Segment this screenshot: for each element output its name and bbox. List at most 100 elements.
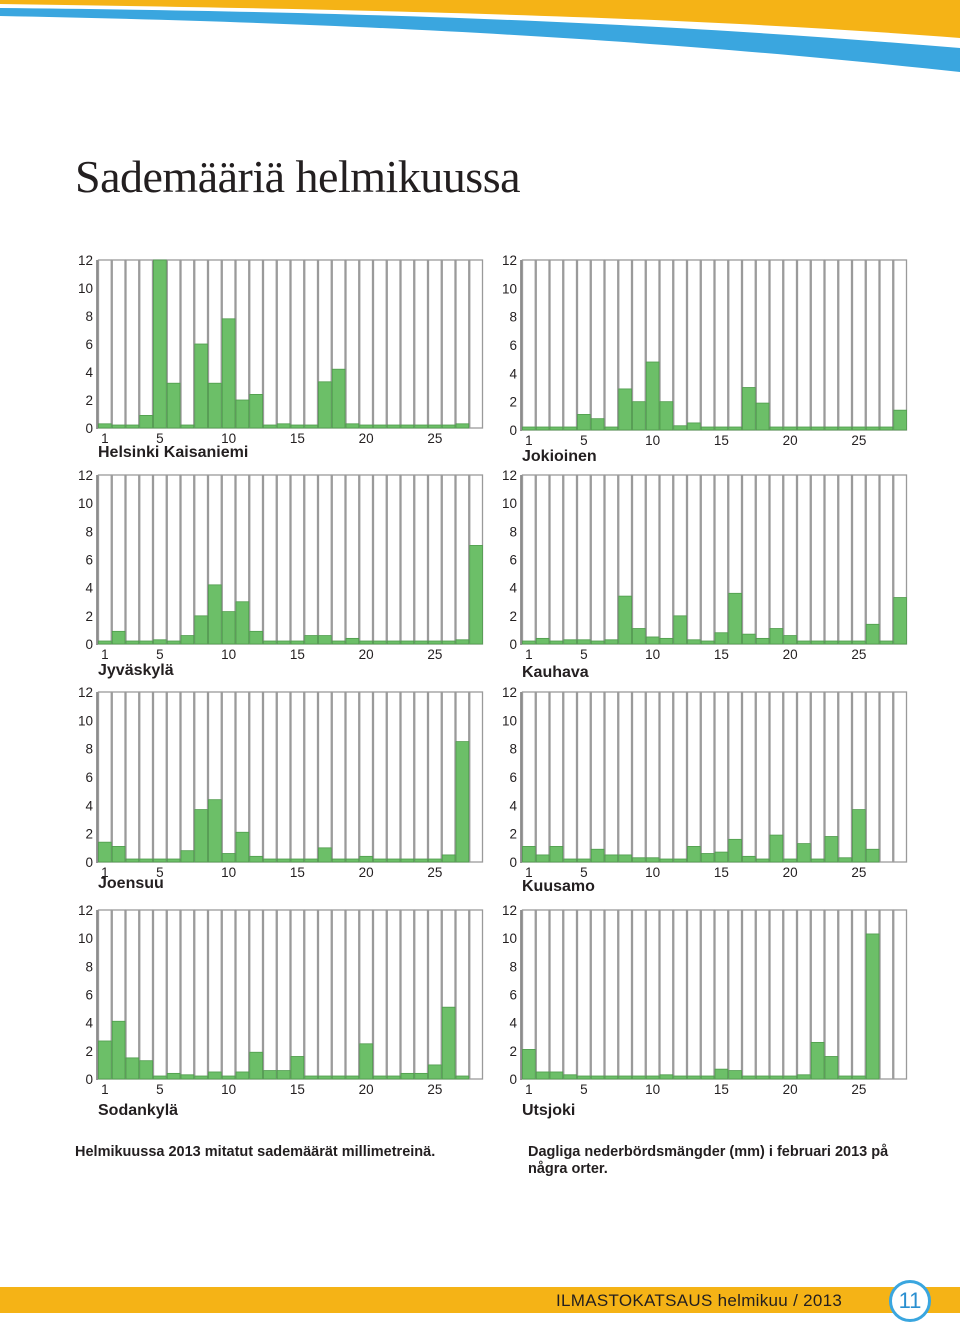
bar-day-13 [263,1070,277,1080]
grid-cell [851,909,866,1080]
x-tick-label: 20 [359,431,374,446]
bar-day-11 [235,1071,250,1080]
bar-day-24 [414,1072,428,1080]
y-tick-label: 6 [509,988,517,1003]
bar-day-9 [632,1075,646,1080]
grid-cell [549,474,564,645]
grid-cell [331,474,346,645]
grid-cell [331,909,346,1080]
grid-cell [879,691,894,863]
grid-cell [535,909,550,1080]
bar-day-27 [455,741,470,863]
footer-publication-title: ILMASTOKATSAUS helmikuu / 2013 [556,1291,843,1310]
bar-day-17 [318,635,332,645]
x-tick-label: 20 [783,865,798,880]
grid-cell [521,691,536,863]
y-tick-label: 8 [85,959,93,974]
bar-day-21 [797,426,811,431]
bar-day-17 [318,381,332,429]
bar-day-13 [687,846,701,863]
grid-cell [604,691,619,863]
x-tick-label: 10 [645,433,660,448]
grid-cell [276,691,291,863]
grid-cell [728,691,743,863]
bar-day-12 [249,630,263,645]
bar-day-25 [852,640,866,645]
grid-cell [686,474,701,645]
bar-day-4 [139,1060,153,1080]
grid-cell [783,909,798,1080]
grid-cell [304,259,319,429]
bar-day-5 [153,639,167,645]
x-tick-label: 20 [359,1082,374,1097]
grid-cell [469,691,484,863]
x-tick-label: 15 [714,433,729,448]
bar-day-20 [359,855,373,863]
bar-day-14 [276,640,291,645]
grid-cell [769,909,784,1080]
y-tick-label: 10 [502,496,517,511]
chart-title: Joensuu [98,875,164,892]
bar-day-23 [824,426,839,431]
grid-cell [549,259,564,431]
bar-day-12 [673,425,687,431]
grid-cell [728,909,743,1080]
bar-day-14 [700,426,715,431]
chart-title: Kuusamo [522,878,595,895]
grid-cell [345,909,360,1080]
grid-cell [576,259,591,431]
bar-day-9 [632,401,646,431]
grid-cell [290,259,305,429]
grid-cell [414,691,429,863]
grid-cell [152,909,167,1080]
bar-day-14 [700,853,715,863]
y-tick-label: 4 [85,581,93,596]
bar-day-18 [755,637,770,645]
bar-day-13 [263,640,277,645]
bar-day-15 [290,858,305,863]
bar-day-12 [673,858,687,863]
y-tick-label: 2 [509,827,517,842]
x-tick-label: 25 [427,431,442,446]
grid-cell [824,259,839,431]
grid-cell [331,691,346,863]
bar-day-27 [879,640,894,645]
y-tick-label: 8 [509,742,517,757]
grid-cell [796,691,811,863]
y-tick-label: 0 [509,637,517,652]
grid-cell [810,259,825,431]
grid-cell [576,691,591,863]
bar-day-17 [318,847,332,863]
grid-cell [180,691,195,863]
bar-day-22 [810,426,825,431]
grid-cell [317,474,332,645]
chart-title: Helsinki Kaisaniemi [98,444,248,461]
grid-cell [317,909,332,1080]
y-tick-label: 12 [78,468,93,483]
grid-cell [755,474,770,645]
grid-cell [180,259,195,429]
x-tick-label: 1 [101,1082,109,1097]
grid-cell [521,259,536,431]
grid-cell [221,691,236,863]
bar-day-22 [386,1075,401,1080]
bar-day-24 [838,426,852,431]
bar-day-27 [455,423,470,429]
grid-cell [700,474,715,645]
y-tick-label: 2 [509,609,517,624]
bar-day-27 [455,639,470,645]
y-tick-label: 2 [85,827,93,842]
grid-cell [563,474,578,645]
bar-day-14 [276,858,291,863]
grid-cell [125,691,140,863]
bar-day-10 [221,1075,236,1080]
x-tick-label: 15 [290,647,305,662]
y-tick-label: 10 [502,281,517,296]
grid-cell [810,474,825,645]
bar-day-2 [111,1020,126,1080]
bar-day-6 [166,382,181,429]
chart-title: Kauhava [522,664,589,681]
